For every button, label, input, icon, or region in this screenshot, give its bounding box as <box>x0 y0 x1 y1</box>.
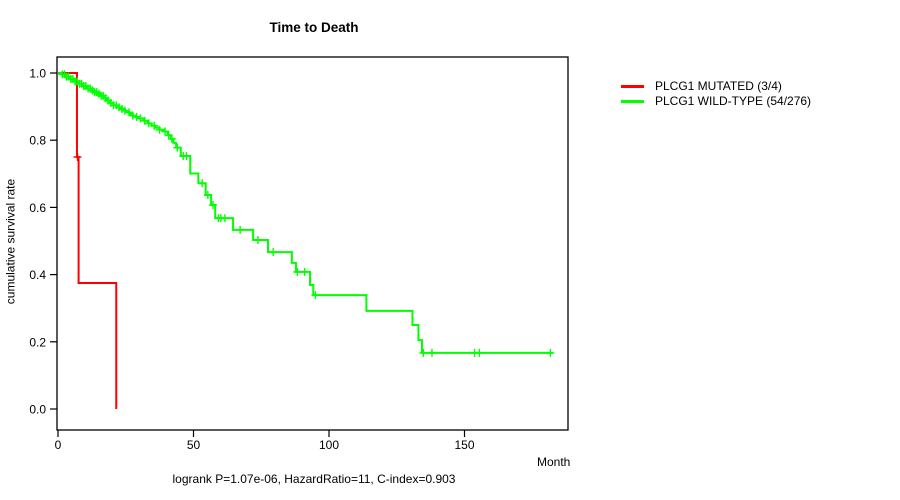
stats-annotation: logrank P=1.07e-06, HazardRatio=11, C-in… <box>172 472 456 486</box>
x-axis-label: Month <box>537 455 571 469</box>
y-tick-label: 1.0 <box>29 67 46 81</box>
y-tick-label: 0.2 <box>29 335 46 349</box>
legend: PLCG1 MUTATED (3/4) PLCG1 WILD-TYPE (54/2… <box>621 79 811 109</box>
x-tick-label: 150 <box>454 438 474 452</box>
y-tick-label: 0.4 <box>29 268 46 282</box>
legend-item: PLCG1 WILD-TYPE (54/276) <box>621 94 811 109</box>
legend-item: PLCG1 MUTATED (3/4) <box>621 79 811 94</box>
x-tick-label: 0 <box>55 438 62 452</box>
legend-label: PLCG1 MUTATED (3/4) <box>655 79 782 93</box>
y-tick-label: 0.8 <box>29 134 46 148</box>
chart-title: Time to Death <box>269 20 359 35</box>
x-tick-label: 50 <box>187 438 201 452</box>
legend-label: PLCG1 WILD-TYPE (54/276) <box>655 94 812 108</box>
plot-frame <box>56 56 569 431</box>
y-tick-label: 0.6 <box>29 201 46 215</box>
legend-line-swatch <box>621 85 644 88</box>
y-tick-label: 0.0 <box>29 403 46 417</box>
survival-curve-mutated <box>58 72 118 409</box>
x-tick-label: 100 <box>319 438 339 452</box>
legend-line-swatch <box>621 100 644 103</box>
